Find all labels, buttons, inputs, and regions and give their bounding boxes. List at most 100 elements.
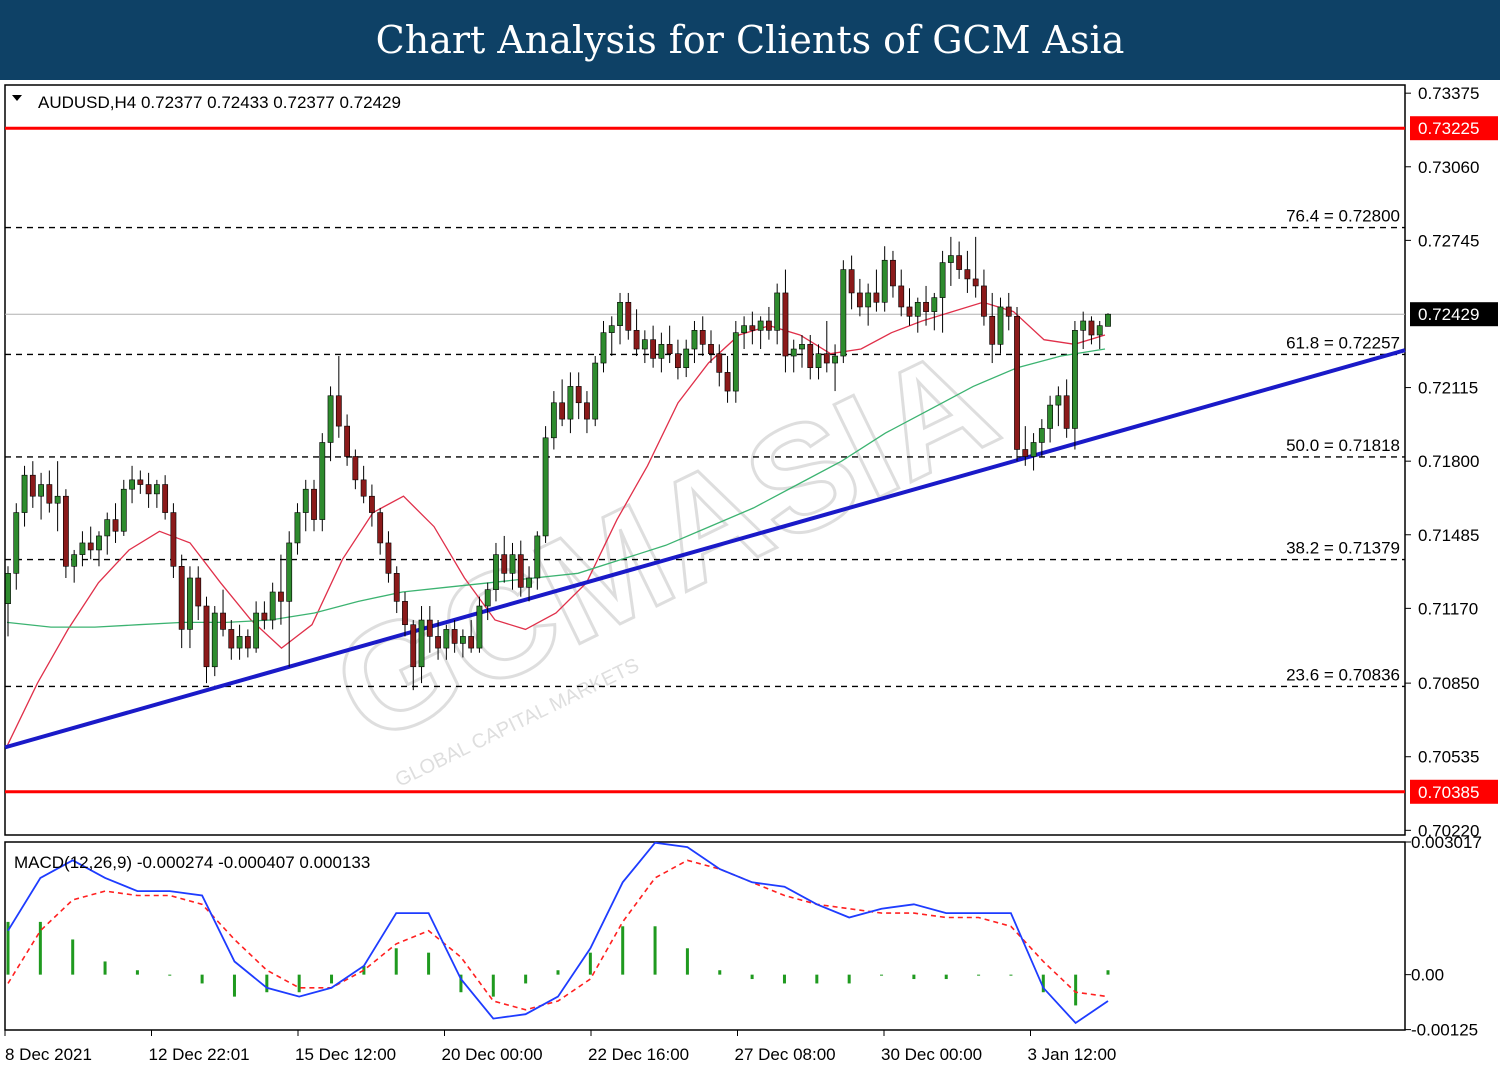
macd-histogram-bar: [944, 974, 948, 980]
candle-body: [724, 372, 731, 392]
fib-level-label: 61.8 = 0.72257: [1286, 333, 1400, 352]
candle-body: [377, 512, 384, 544]
candle: [600, 320, 607, 373]
candle: [1105, 313, 1111, 327]
candle: [1063, 379, 1070, 438]
candle-body: [906, 306, 913, 317]
candle-body: [1005, 306, 1012, 317]
candle-body: [1063, 395, 1070, 429]
candle-body: [302, 488, 309, 513]
candle: [790, 339, 797, 373]
candle-body: [261, 612, 268, 621]
candle: [104, 512, 111, 555]
candle-body: [865, 292, 872, 308]
candle-body: [112, 519, 119, 532]
candle: [989, 292, 996, 364]
candle-body: [153, 484, 160, 495]
candle: [964, 250, 971, 293]
candle-body: [1096, 325, 1103, 336]
candle-body: [981, 285, 987, 317]
candle: [683, 339, 690, 378]
candle-body: [501, 554, 508, 574]
candle: [278, 554, 284, 625]
macd-histogram-bar: [847, 974, 851, 984]
candle: [468, 620, 475, 653]
candle: [261, 601, 268, 630]
macd-histogram-bar: [232, 974, 236, 997]
candle: [542, 426, 549, 543]
candle: [856, 278, 863, 317]
candle: [410, 620, 417, 691]
candle-body: [13, 512, 20, 574]
candle-body: [278, 591, 284, 602]
macd-histogram-bar: [427, 952, 431, 975]
candle: [981, 269, 987, 326]
candle: [923, 285, 929, 326]
candle: [435, 620, 441, 660]
candle: [112, 503, 119, 543]
candle-body: [211, 612, 218, 668]
y-tick-label: 0.71800: [1418, 452, 1479, 471]
fib-level-label: 38.2 = 0.71379: [1286, 539, 1400, 558]
candle-body: [567, 386, 574, 420]
symbol-dropdown-icon[interactable]: [12, 95, 22, 101]
candle: [749, 311, 756, 345]
macd-histogram-bar: [782, 974, 786, 984]
candle: [360, 465, 367, 504]
moving-average-fast-line: [6, 301, 1106, 747]
candle-body: [493, 554, 499, 590]
macd-histogram-bar: [297, 974, 301, 993]
candle: [385, 531, 392, 583]
candle-body: [451, 629, 458, 644]
watermark-brand: GCMASIA: [309, 314, 1019, 776]
candle: [302, 479, 309, 532]
candle-body: [584, 402, 590, 420]
macd-histogram-bar: [38, 921, 42, 975]
macd-histogram-bar: [815, 974, 819, 984]
candle: [617, 292, 623, 345]
candle: [319, 433, 326, 532]
candle-body: [757, 320, 764, 331]
candle-body: [187, 577, 193, 630]
candle-body: [385, 542, 392, 574]
candle-body: [435, 636, 441, 649]
candle: [509, 542, 516, 590]
candle: [501, 535, 508, 583]
candle: [1022, 426, 1029, 466]
macd-histogram-bar: [880, 974, 884, 976]
candle-body: [484, 589, 491, 607]
candle: [691, 320, 698, 364]
candle-body: [162, 484, 169, 513]
candle-body: [71, 554, 78, 567]
candle: [848, 255, 855, 310]
candle-body: [782, 292, 789, 357]
macd-y-tick-label: 0.00: [1411, 966, 1444, 985]
candle: [451, 620, 458, 653]
price-badge-current: [1410, 302, 1498, 327]
y-tick-label: 0.71485: [1418, 526, 1479, 545]
header-banner: [0, 0, 1500, 80]
candle: [774, 283, 781, 345]
candle: [228, 620, 235, 660]
price-badge-support: [1410, 779, 1498, 804]
candle-body: [1030, 442, 1037, 457]
candle-body: [1038, 428, 1045, 443]
candle-body: [402, 601, 408, 626]
candle-body: [96, 535, 102, 551]
candle-body: [741, 325, 747, 333]
macd-histogram-bar: [718, 970, 722, 975]
candle: [145, 472, 152, 508]
candle: [153, 479, 160, 508]
candle-body: [203, 605, 210, 668]
candle-body: [526, 577, 532, 588]
candle: [54, 461, 61, 532]
candle-body: [923, 301, 929, 312]
macd-panel-frame: [4, 841, 1406, 1031]
candle: [732, 320, 739, 403]
candle-body: [426, 619, 433, 637]
candle-body: [815, 353, 822, 369]
candle: [29, 461, 36, 508]
macd-histogram-bar: [1041, 974, 1045, 993]
candle-body: [5, 573, 11, 604]
candle: [344, 414, 350, 466]
